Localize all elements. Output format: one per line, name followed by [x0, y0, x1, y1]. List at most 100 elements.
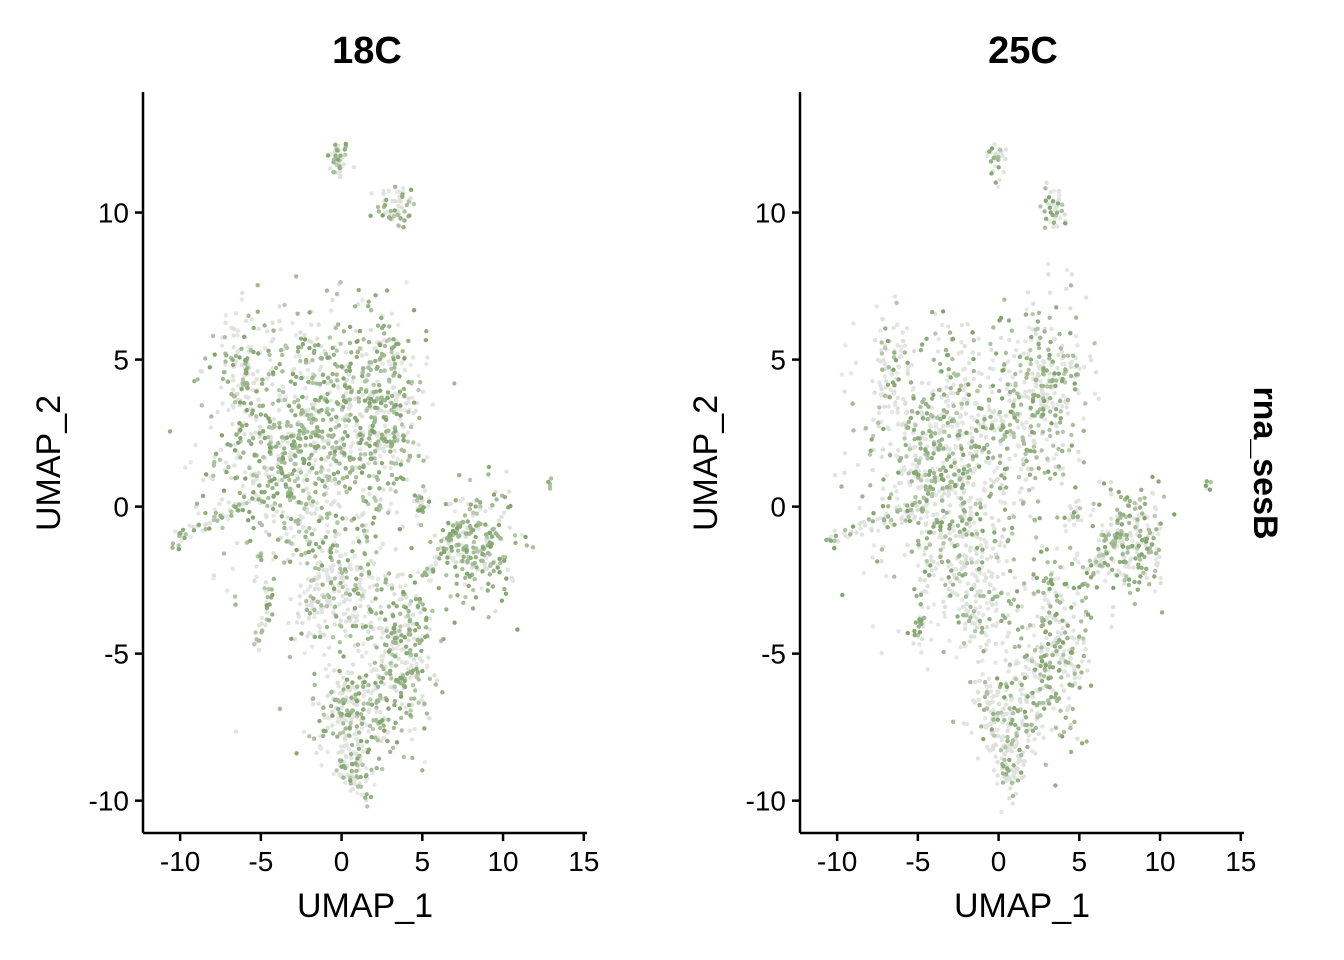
cell-point: [990, 523, 996, 528]
cell-point: [995, 760, 1000, 765]
cell-point: [365, 636, 371, 642]
cell-point: [1068, 656, 1074, 661]
cell-point: [300, 341, 306, 347]
cell-point: [283, 474, 288, 479]
cell-point: [386, 649, 392, 654]
cell-point: [356, 648, 361, 653]
cell-point: [984, 642, 989, 647]
cell-point: [358, 432, 363, 437]
cell-point: [1068, 722, 1074, 727]
cell-point: [969, 586, 974, 592]
cell-point: [1016, 425, 1021, 430]
cell-point: [1027, 623, 1033, 628]
cell-point: [1053, 618, 1059, 623]
cell-point: [369, 735, 374, 740]
cell-point: [1051, 640, 1056, 645]
cell-point: [379, 680, 384, 685]
cell-point: [315, 425, 320, 430]
cell-point: [1002, 362, 1007, 367]
cell-point: [393, 640, 398, 646]
cell-point: [334, 768, 339, 773]
cell-point: [219, 433, 225, 438]
cell-point: [327, 474, 332, 480]
cell-point: [319, 563, 325, 568]
cell-point: [942, 429, 947, 434]
cell-point: [915, 507, 920, 513]
cell-point: [422, 488, 428, 493]
cell-point: [295, 422, 300, 427]
cell-point: [499, 598, 505, 603]
cell-point: [354, 339, 359, 344]
cell-point: [411, 308, 417, 313]
cell-point: [1115, 518, 1120, 523]
cell-point: [380, 630, 386, 635]
cell-point: [367, 485, 372, 491]
cell-point: [306, 461, 312, 467]
cell-point: [945, 420, 950, 426]
cell-point: [273, 444, 279, 449]
cell-point: [296, 521, 301, 527]
cell-point: [386, 510, 391, 515]
cell-point: [368, 396, 374, 402]
cell-point: [302, 337, 308, 342]
cell-point: [290, 320, 295, 326]
cell-point: [1049, 694, 1054, 700]
cell-point: [383, 573, 388, 578]
cell-point: [360, 676, 366, 681]
point-layer: [167, 141, 554, 809]
cell-point: [267, 445, 273, 450]
cell-point: [974, 453, 979, 459]
cell-point: [982, 445, 987, 451]
cell-point: [236, 440, 241, 445]
cell-point: [919, 478, 924, 483]
cell-point: [217, 457, 223, 462]
cell-point: [988, 159, 994, 164]
cell-point: [861, 570, 866, 576]
cell-point: [877, 410, 882, 416]
cell-point: [979, 371, 984, 376]
cell-point: [196, 522, 201, 527]
cell-point: [995, 465, 1000, 471]
cell-point: [898, 353, 904, 359]
cell-point: [975, 419, 980, 424]
cell-point: [909, 409, 915, 414]
cell-point: [941, 599, 946, 604]
cell-point: [343, 551, 348, 557]
cell-point: [211, 463, 217, 468]
cell-point: [875, 559, 880, 564]
cell-point: [218, 447, 224, 452]
cell-point: [1053, 691, 1059, 696]
cell-point: [377, 616, 382, 621]
cell-point: [375, 364, 380, 370]
cell-point: [427, 578, 432, 583]
cell-point: [1044, 216, 1049, 221]
cell-point: [961, 641, 967, 646]
cell-point: [1032, 441, 1037, 446]
cell-point: [493, 531, 499, 536]
cell-point: [995, 711, 1000, 716]
cell-point: [393, 489, 398, 494]
cell-point: [471, 539, 477, 545]
cell-point: [444, 607, 449, 612]
cell-point: [1014, 589, 1020, 594]
cell-point: [1029, 708, 1034, 713]
cell-point: [1045, 456, 1050, 461]
cell-point: [299, 408, 305, 413]
cell-point: [385, 738, 390, 744]
cell-point: [929, 478, 934, 484]
cell-point: [1011, 501, 1017, 506]
cell-point: [398, 199, 403, 204]
cell-point: [391, 481, 396, 486]
cell-point: [983, 459, 989, 464]
cell-point: [1137, 533, 1142, 539]
cell-point: [244, 408, 249, 413]
cell-point: [359, 353, 364, 358]
cell-point: [398, 413, 403, 418]
cell-point: [962, 366, 967, 371]
cell-point: [346, 712, 351, 718]
cell-point: [1122, 581, 1127, 587]
cell-point: [306, 542, 312, 547]
cell-point: [997, 177, 1002, 182]
cell-point: [1012, 775, 1017, 780]
cell-point: [350, 662, 356, 667]
